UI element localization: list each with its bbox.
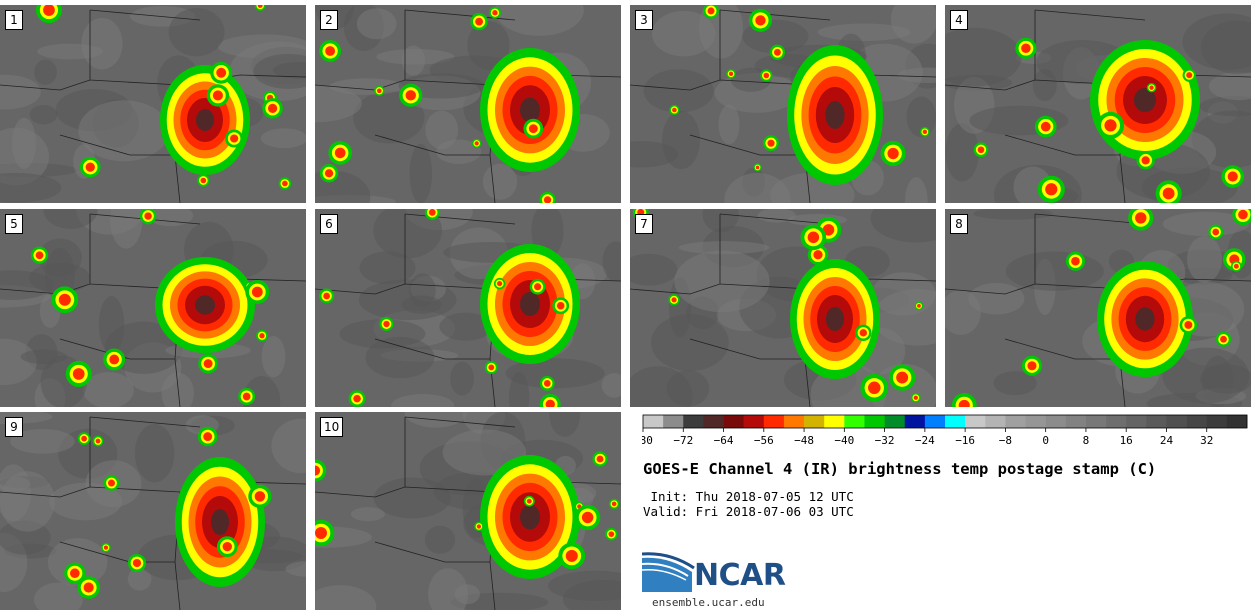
colorbar-tick-label: −80: [642, 434, 653, 447]
colorbar-tick-label: 8: [1083, 434, 1090, 447]
colorbar-swatch: [743, 415, 765, 428]
ensemble-panel-1: 1: [0, 5, 306, 203]
ensemble-panel-2: 2: [315, 5, 621, 203]
panel-number-label: 6: [320, 214, 338, 234]
ensemble-panel-5: 5: [0, 209, 306, 407]
panel-number-label: 3: [635, 10, 653, 30]
colorbar-swatch: [1025, 415, 1046, 428]
colorbar-swatch: [824, 415, 845, 428]
ensemble-panel-9: 9: [0, 412, 306, 610]
satellite-image: [315, 5, 621, 203]
colorbar-swatch: [1226, 415, 1248, 428]
colorbar-tick-label: 32: [1200, 434, 1213, 447]
panel-number-label: 9: [5, 417, 23, 437]
ensemble-panel-6: 6: [315, 209, 621, 407]
colorbar-swatch: [864, 415, 885, 428]
ensemble-panel-10: 10: [315, 412, 621, 610]
colorbar-swatch: [643, 415, 664, 428]
colorbar-tick-label: −56: [754, 434, 774, 447]
panel-number-label: 4: [950, 10, 968, 30]
logo-url-text: ensemble.ucar.edu: [652, 596, 765, 609]
colorbar-swatch: [804, 415, 825, 428]
satellite-image: [945, 209, 1251, 407]
colorbar-swatch: [1065, 415, 1087, 428]
colorbar-tick-label: −32: [875, 434, 895, 447]
colorbar-swatch: [985, 415, 1006, 428]
panel-number-label: 5: [5, 214, 23, 234]
colorbar-swatch: [1146, 415, 1167, 428]
satellite-image: [945, 5, 1251, 203]
colorbar-tick-label: 24: [1160, 434, 1174, 447]
colorbar-swatch: [844, 415, 865, 428]
logo-wordmark: NCAR: [694, 558, 786, 593]
colorbar-swatch: [1005, 415, 1026, 428]
colorbar-swatch: [1045, 415, 1067, 428]
colorbar-tick-label: −72: [673, 434, 693, 447]
colorbar-tick-label: 16: [1120, 434, 1133, 447]
colorbar-swatch: [904, 415, 926, 428]
colorbar-swatch: [1085, 415, 1107, 428]
panel-number-label: 2: [320, 10, 338, 30]
ensemble-panel-8: 8: [945, 209, 1251, 407]
colorbar-tick-label: 0: [1042, 434, 1049, 447]
colorbar-tick-label: −24: [915, 434, 935, 447]
colorbar-swatch: [763, 415, 785, 428]
satellite-image: [315, 412, 621, 610]
ncar-logo-icon: [642, 552, 695, 592]
colorbar-frame: [642, 414, 1248, 429]
panel-number-label: 1: [5, 10, 23, 30]
satellite-image: [630, 5, 936, 203]
panel-number-label: 7: [635, 214, 653, 234]
ensemble-panel-3: 3: [630, 5, 936, 203]
satellite-image: [0, 5, 306, 203]
colorbar-swatch: [924, 415, 946, 428]
colorbar-swatch: [723, 415, 744, 428]
colorbar-swatch: [1106, 415, 1127, 428]
colorbar-swatch: [1166, 415, 1187, 428]
colorbar-tick-label: −64: [714, 434, 734, 447]
satellite-image: [315, 209, 621, 407]
satellite-image: [0, 412, 306, 610]
colorbar-swatch: [1126, 415, 1147, 428]
colorbar-swatch: [884, 415, 906, 428]
figure-title: GOES-E Channel 4 (IR) brightness temp po…: [643, 460, 1157, 478]
colorbar-swatch: [703, 415, 724, 428]
colorbar-swatch: [1186, 415, 1208, 428]
colorbar-tick-label: −48: [794, 434, 814, 447]
panel-number-label: 10: [320, 417, 344, 437]
panel-number-label: 8: [950, 214, 968, 234]
colorbar-swatch: [663, 415, 684, 428]
ensemble-panel-7: 7: [630, 209, 936, 407]
valid-time: Valid: Fri 2018-07-06 03 UTC: [643, 504, 854, 519]
ensemble-panel-4: 4: [945, 5, 1251, 203]
satellite-image: [0, 209, 306, 407]
colorbar-tick-label: −8: [999, 434, 1012, 447]
colorbar-swatch: [1206, 415, 1228, 428]
colorbar-swatch: [683, 415, 704, 428]
colorbar-swatch: [965, 415, 986, 428]
colorbar-tick-label: −16: [955, 434, 975, 447]
satellite-image: [630, 209, 936, 407]
colorbar-swatch: [783, 415, 805, 428]
colorbar-tick-label: −40: [834, 434, 854, 447]
init-time: Init: Thu 2018-07-05 12 UTC: [643, 489, 854, 504]
colorbar-swatch: [945, 415, 966, 428]
